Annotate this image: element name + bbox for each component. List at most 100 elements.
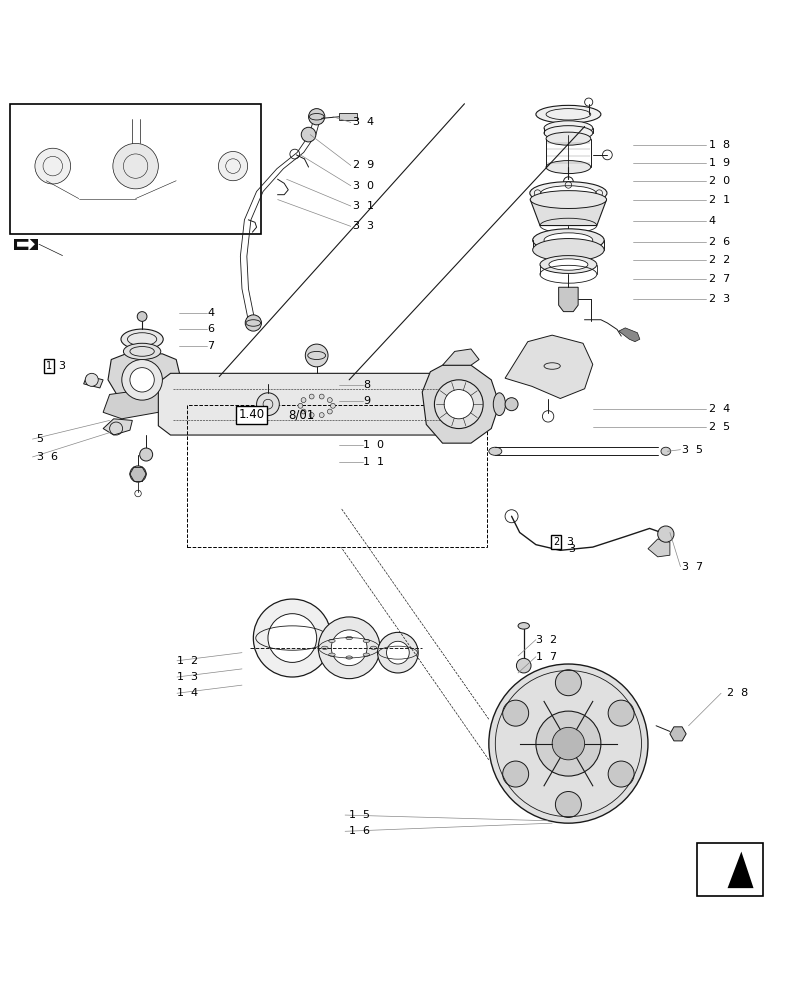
Circle shape (551, 727, 584, 760)
Text: 3: 3 (565, 537, 573, 547)
Text: 2  4: 2 4 (708, 404, 729, 414)
Circle shape (301, 409, 306, 414)
Circle shape (607, 700, 633, 726)
Text: 1  8: 1 8 (708, 140, 729, 150)
Circle shape (331, 630, 367, 666)
Circle shape (85, 373, 98, 386)
Circle shape (555, 670, 581, 696)
Circle shape (308, 109, 324, 125)
Polygon shape (442, 349, 478, 365)
Polygon shape (504, 335, 592, 398)
Text: 2  2: 2 2 (708, 255, 729, 265)
Ellipse shape (121, 329, 163, 349)
Text: 3: 3 (58, 361, 66, 371)
Ellipse shape (543, 126, 592, 140)
Text: 3  2: 3 2 (535, 635, 556, 645)
Circle shape (327, 409, 332, 414)
Polygon shape (79, 151, 192, 176)
Circle shape (268, 614, 316, 662)
Text: 3  5: 3 5 (681, 445, 702, 455)
Circle shape (130, 368, 154, 392)
Ellipse shape (532, 229, 603, 252)
Text: 3  4: 3 4 (353, 117, 374, 127)
Circle shape (253, 599, 331, 677)
Circle shape (139, 448, 152, 461)
Text: 6: 6 (207, 324, 214, 334)
Circle shape (305, 344, 328, 367)
Text: 2  9: 2 9 (353, 160, 374, 170)
Circle shape (319, 413, 324, 418)
Ellipse shape (517, 623, 529, 629)
Polygon shape (530, 200, 606, 226)
Text: 3  1: 3 1 (353, 201, 374, 211)
Circle shape (535, 711, 600, 776)
Ellipse shape (370, 646, 376, 649)
Ellipse shape (532, 239, 603, 261)
Circle shape (122, 360, 162, 400)
Circle shape (309, 413, 314, 418)
Polygon shape (14, 239, 38, 250)
Polygon shape (669, 727, 685, 741)
Text: 1  9: 1 9 (708, 158, 729, 168)
Text: 2  0: 2 0 (708, 176, 729, 186)
Text: 3  7: 3 7 (681, 562, 702, 572)
Text: 1.40: 1.40 (238, 408, 264, 421)
Text: 1  0: 1 0 (363, 440, 384, 450)
Ellipse shape (535, 105, 600, 123)
Circle shape (330, 403, 335, 408)
Text: 2  8: 2 8 (726, 688, 747, 698)
Polygon shape (618, 328, 639, 342)
Text: 1  6: 1 6 (349, 826, 370, 836)
Ellipse shape (540, 186, 595, 200)
Circle shape (301, 127, 315, 142)
Ellipse shape (328, 653, 335, 656)
Circle shape (319, 394, 324, 399)
Circle shape (502, 761, 528, 787)
Text: 1: 1 (45, 361, 52, 371)
Ellipse shape (539, 256, 596, 273)
Text: 3: 3 (568, 544, 575, 554)
Polygon shape (422, 365, 499, 443)
Bar (696, 843, 762, 896)
Circle shape (657, 526, 673, 542)
Polygon shape (84, 376, 103, 388)
Text: 8: 8 (363, 380, 370, 390)
Ellipse shape (363, 639, 369, 643)
Ellipse shape (548, 259, 587, 270)
Text: 4: 4 (207, 308, 214, 318)
Ellipse shape (363, 653, 369, 656)
Text: 2: 2 (552, 537, 559, 547)
Ellipse shape (345, 636, 352, 640)
Circle shape (318, 617, 380, 679)
Bar (339, 113, 357, 120)
Text: 1  5: 1 5 (349, 810, 370, 820)
Text: 2  5: 2 5 (708, 422, 729, 432)
Ellipse shape (123, 343, 161, 360)
Ellipse shape (488, 447, 501, 455)
Circle shape (555, 792, 581, 817)
Text: 4: 4 (708, 216, 715, 226)
Text: 3  6: 3 6 (36, 452, 58, 462)
Ellipse shape (328, 639, 335, 643)
Circle shape (386, 641, 409, 664)
Circle shape (298, 403, 303, 408)
Ellipse shape (545, 161, 590, 174)
Circle shape (607, 761, 633, 787)
Circle shape (502, 700, 528, 726)
Text: 2  7: 2 7 (708, 274, 729, 284)
Circle shape (130, 466, 146, 482)
Text: 7: 7 (207, 341, 214, 351)
Polygon shape (727, 852, 753, 888)
Ellipse shape (345, 656, 352, 659)
Polygon shape (103, 419, 132, 435)
Text: 2  6: 2 6 (708, 237, 729, 247)
Circle shape (218, 151, 247, 181)
Circle shape (256, 393, 279, 416)
Text: 8/01: 8/01 (288, 408, 314, 421)
Ellipse shape (321, 646, 328, 649)
Circle shape (504, 398, 517, 411)
Polygon shape (17, 238, 35, 251)
Circle shape (327, 398, 332, 403)
Text: 3  0: 3 0 (353, 181, 374, 191)
Circle shape (35, 148, 71, 184)
